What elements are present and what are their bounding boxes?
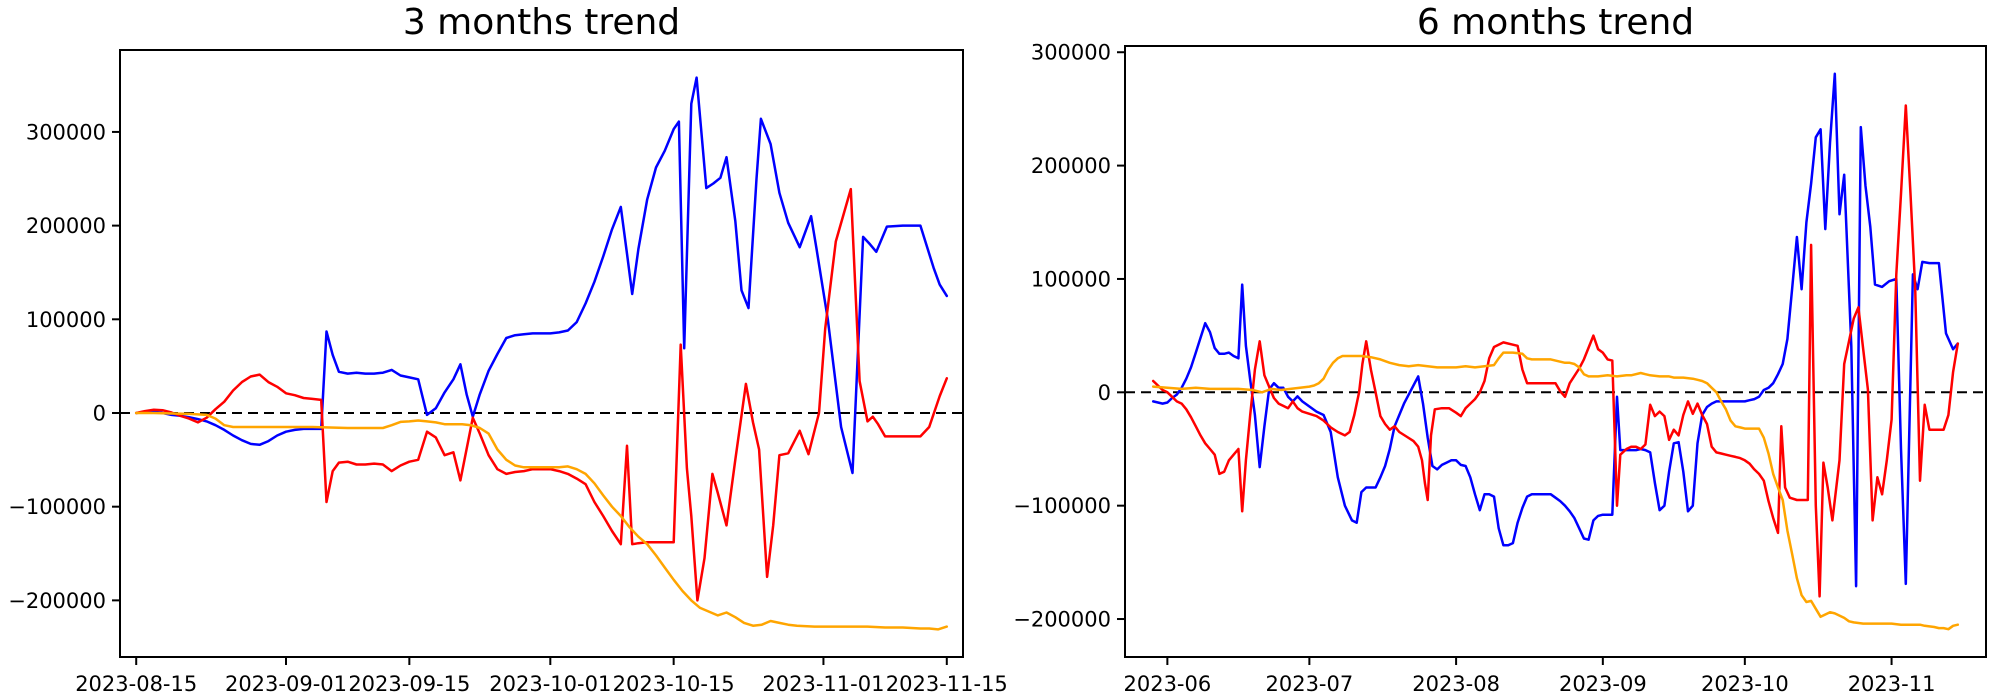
- x-tick-label: 2023-07: [1265, 672, 1353, 696]
- plot-frame: [119, 49, 964, 658]
- y-tick-label: 200000: [1031, 154, 1111, 178]
- y-tick-label: 0: [1098, 381, 1111, 405]
- x-tick-label: 2023-11: [1848, 672, 1936, 696]
- y-tick-label: 200000: [26, 214, 106, 238]
- chart-3-months-trend: −200000 −100000 0 100000 200000 300000 2023-08…: [8, 49, 1008, 696]
- y-tick-label: −200000: [1013, 608, 1111, 632]
- x-tick-label: 2023-09: [1559, 672, 1647, 696]
- y-tick-label: −100000: [8, 495, 106, 519]
- y-tick-label: 100000: [1031, 267, 1111, 291]
- x-tick-label: 2023-08: [1412, 672, 1500, 696]
- x-tick-label: 2023-11-01: [762, 672, 884, 696]
- series-red-line: [134, 187, 949, 602]
- series-blue-line: [1151, 72, 1960, 588]
- y-tick-label: −100000: [1013, 494, 1111, 518]
- y-tick-label: 300000: [1031, 41, 1111, 65]
- x-tick-label: 2023-10-01: [489, 672, 611, 696]
- x-tick-label: 2023-09-15: [348, 672, 470, 696]
- x-tick-label: 2023-06: [1123, 672, 1211, 696]
- x-tick-label: 2023-10: [1701, 672, 1789, 696]
- series-red-line: [1151, 104, 1960, 598]
- y-tick-label: −200000: [8, 589, 106, 613]
- series-blue-line: [134, 76, 949, 475]
- x-tick-label: 2023-11-15: [886, 672, 1008, 696]
- left-chart-title: 3 months trend: [402, 2, 681, 43]
- x-tick-label: 2023-09-01: [225, 672, 347, 696]
- chart-6-months-trend: −200000 −100000 0 100000 200000 300000 2023-06…: [1013, 41, 1987, 696]
- y-tick-label: 300000: [26, 120, 106, 144]
- y-tick-label: 0: [93, 401, 106, 425]
- y-tick-label: 100000: [26, 308, 106, 332]
- x-tick-label: 2023-10-15: [613, 672, 735, 696]
- right-chart-title: 6 months trend: [1416, 2, 1695, 43]
- plot-frame: [1124, 45, 1987, 658]
- series-orange-line: [1151, 351, 1960, 631]
- series-orange-line: [134, 411, 949, 631]
- x-tick-label: 2023-08-15: [75, 672, 197, 696]
